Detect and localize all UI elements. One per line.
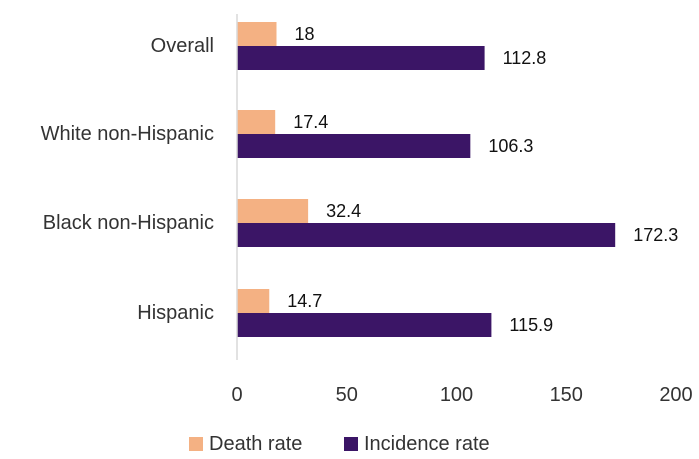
x-tick-label-0: 0 <box>231 384 242 406</box>
incidence-rate-data-label-hispanic: 115.9 <box>509 315 553 335</box>
death-rate-data-label-hispanic: 14.7 <box>287 291 322 311</box>
category-label-hispanic: Hispanic <box>137 302 214 324</box>
category-labels-group: Overall White non-Hispanic Black non-Hispa… <box>41 35 214 324</box>
x-tick-label-200: 200 <box>659 384 692 406</box>
legend: Death rate Incidence rate <box>189 433 490 455</box>
death-rate-data-label-black-non-hispanic: 32.4 <box>326 201 361 221</box>
x-tick-label-100: 100 <box>440 384 473 406</box>
category-label-white-non-hispanic: White non-Hispanic <box>41 123 214 145</box>
incidence-rate-bar-hispanic <box>237 313 492 337</box>
death-rate-bar-black-non-hispanic <box>237 199 309 223</box>
death-rate-legend-swatch <box>189 437 203 451</box>
data-labels-group: 18 112.8 17.4 106.3 32.4 172.3 14.7 115.9 <box>287 24 678 335</box>
x-tick-labels-group: 0 50 100 150 200 <box>231 384 692 406</box>
incidence-rate-bar-overall <box>237 46 485 70</box>
incidence-rate-data-label-white-non-hispanic: 106.3 <box>488 136 533 156</box>
incidence-rate-data-label-overall: 112.8 <box>503 48 547 68</box>
death-rate-legend-label: Death rate <box>209 433 302 455</box>
death-rate-bar-hispanic <box>237 289 270 313</box>
incidence-rate-data-label-black-non-hispanic: 172.3 <box>633 225 678 245</box>
death-rate-data-label-white-non-hispanic: 17.4 <box>293 112 328 132</box>
x-tick-label-50: 50 <box>336 384 358 406</box>
category-label-black-non-hispanic: Black non-Hispanic <box>43 212 214 234</box>
death-rate-data-label-overall: 18 <box>295 24 315 44</box>
incidence-rate-legend-swatch <box>344 437 358 451</box>
incidence-rate-legend-label: Incidence rate <box>364 433 490 455</box>
incidence-rate-bar-white-non-hispanic <box>237 134 471 158</box>
category-label-overall: Overall <box>151 35 214 57</box>
death-rate-bar-overall <box>237 22 277 46</box>
x-tick-label-150: 150 <box>550 384 583 406</box>
incidence-rate-bar-black-non-hispanic <box>237 223 616 247</box>
death-rate-bar-white-non-hispanic <box>237 110 276 134</box>
bars-group <box>237 22 616 337</box>
